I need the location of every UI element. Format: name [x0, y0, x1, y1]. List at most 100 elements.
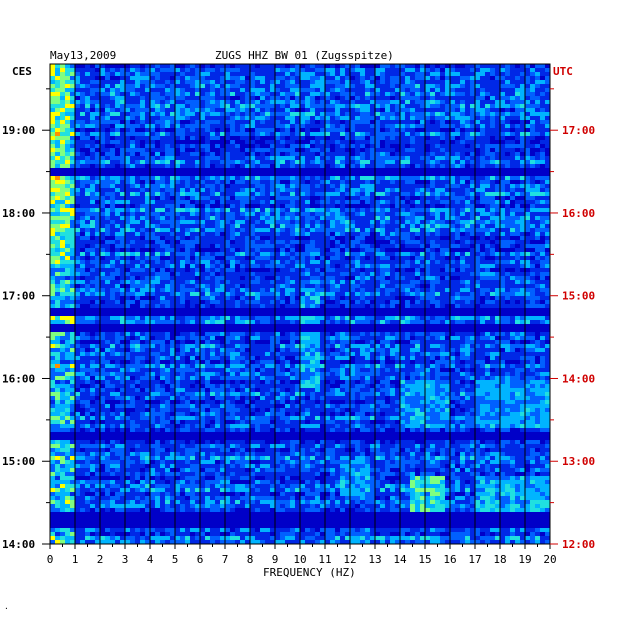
- spectrogram-cell: [320, 200, 325, 204]
- spectrogram-cell: [145, 96, 150, 100]
- spectrogram-cell: [365, 216, 370, 220]
- spectrogram-cell: [185, 260, 190, 264]
- spectrogram-cell: [325, 96, 330, 100]
- spectrogram-cell: [115, 244, 120, 248]
- spectrogram-cell: [195, 152, 200, 156]
- spectrogram-cell: [535, 216, 540, 220]
- spectrogram-cell: [395, 276, 400, 280]
- spectrogram-cell: [545, 216, 550, 220]
- spectrogram-cell: [495, 68, 500, 72]
- spectrogram-cell: [535, 116, 540, 120]
- spectrogram-cell: [115, 284, 120, 288]
- spectrogram-cell: [475, 96, 480, 100]
- spectrogram-cell: [315, 104, 320, 108]
- spectrogram-cell: [275, 104, 280, 108]
- spectrogram-cell: [235, 256, 240, 260]
- spectrogram-cell: [415, 76, 420, 80]
- spectrogram-cell: [145, 260, 150, 264]
- spectrogram-cell: [245, 252, 250, 256]
- spectrogram-cell: [540, 192, 545, 196]
- spectrogram-cell: [480, 200, 485, 204]
- spectrogram-cell: [530, 204, 535, 208]
- spectrogram-cell: [535, 64, 540, 68]
- spectrogram-cell: [430, 272, 435, 276]
- spectrogram-cell: [400, 216, 405, 220]
- spectrogram-cell: [150, 252, 155, 256]
- spectrogram-cell: [185, 284, 190, 288]
- spectrogram-cell: [440, 136, 445, 140]
- spectrogram-cell: [485, 268, 490, 272]
- spectrogram-cell: [315, 232, 320, 236]
- spectrogram-cell: [440, 288, 445, 292]
- spectrogram-cell: [200, 196, 205, 200]
- spectrogram-cell: [105, 148, 110, 152]
- spectrogram-cell: [75, 148, 80, 152]
- spectrogram-cell: [480, 124, 485, 128]
- spectrogram-cell: [70, 268, 75, 272]
- spectrogram-cell: [325, 156, 330, 160]
- spectrogram-cell: [60, 256, 65, 260]
- spectrogram-cell: [330, 68, 335, 72]
- spectrogram-cell: [300, 260, 305, 264]
- spectrogram-cell: [65, 220, 70, 224]
- spectrogram-cell: [335, 164, 340, 168]
- spectrogram-cell: [345, 124, 350, 128]
- spectrogram-cell: [295, 156, 300, 160]
- spectrogram-cell: [275, 260, 280, 264]
- spectrogram-cell: [300, 92, 305, 96]
- spectrogram-cell: [445, 240, 450, 244]
- spectrogram-cell: [185, 244, 190, 248]
- spectrogram-cell: [335, 212, 340, 216]
- spectrogram-cell: [75, 108, 80, 112]
- spectrogram-cell: [130, 64, 135, 68]
- spectrogram-cell: [470, 120, 475, 124]
- spectrogram-cell: [290, 252, 295, 256]
- spectrogram-cell: [405, 256, 410, 260]
- spectrogram-cell: [245, 272, 250, 276]
- spectrogram-cell: [65, 120, 70, 124]
- spectrogram-cell: [385, 108, 390, 112]
- spectrogram-cell: [80, 132, 85, 136]
- spectrogram-cell: [370, 200, 375, 204]
- spectrogram-cell: [545, 196, 550, 200]
- spectrogram-cell: [440, 100, 445, 104]
- spectrogram-cell: [335, 188, 340, 192]
- spectrogram-cell: [545, 208, 550, 212]
- spectrogram-cell: [340, 148, 345, 152]
- spectrogram-cell: [505, 260, 510, 264]
- spectrogram-cell: [320, 140, 325, 144]
- spectrogram-cell: [310, 272, 315, 276]
- spectrogram-cell: [155, 204, 160, 208]
- spectrogram-cell: [60, 208, 65, 212]
- spectrogram-cell: [55, 204, 60, 208]
- spectrogram-cell: [255, 184, 260, 188]
- spectrogram-cell: [205, 108, 210, 112]
- spectrogram-cell: [295, 276, 300, 280]
- spectrogram-cell: [155, 100, 160, 104]
- spectrogram-cell: [210, 232, 215, 236]
- spectrogram-cell: [100, 100, 105, 104]
- spectrogram-cell: [325, 232, 330, 236]
- spectrogram-cell: [485, 124, 490, 128]
- spectrogram-cell: [350, 220, 355, 224]
- spectrogram-cell: [265, 212, 270, 216]
- spectrogram-cell: [515, 204, 520, 208]
- spectrogram-cell: [345, 184, 350, 188]
- spectrogram-cell: [145, 236, 150, 240]
- spectrogram-cell: [300, 180, 305, 184]
- spectrogram-cell: [260, 124, 265, 128]
- spectrogram-cell: [60, 124, 65, 128]
- spectrogram-cell: [330, 64, 335, 68]
- spectrogram-cell: [245, 160, 250, 164]
- spectrogram-cell: [450, 264, 455, 268]
- spectrogram-cell: [245, 200, 250, 204]
- spectrogram-cell: [145, 144, 150, 148]
- spectrogram-cell: [400, 288, 405, 292]
- spectrogram-cell: [160, 196, 165, 200]
- spectrogram-cell: [460, 144, 465, 148]
- spectrogram-cell: [190, 288, 195, 292]
- spectrogram-cell: [315, 244, 320, 248]
- spectrogram-cell: [115, 256, 120, 260]
- spectrogram-cell: [460, 148, 465, 152]
- spectrogram-cell: [495, 148, 500, 152]
